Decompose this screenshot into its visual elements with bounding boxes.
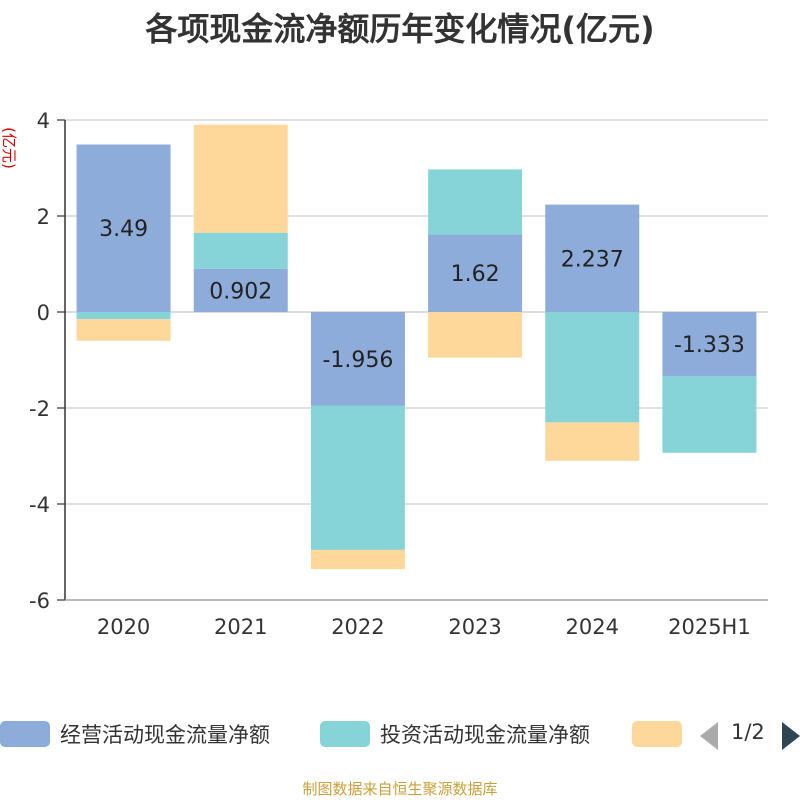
bar-series1-2023[interactable] [428, 169, 523, 235]
x-tick-label: 2021 [214, 615, 267, 639]
stacked-bar-chart: (亿元) 4 2 0 -2 -4 -6 2020 2021 2022 2023 2024 2025H1… [0, 109, 768, 639]
chart-title: 各项现金流净额历年变化情况(亿元) [145, 10, 655, 48]
bar-series0-2024[interactable] [545, 204, 640, 312]
bar-series0-2020[interactable] [76, 144, 171, 312]
y-tick-label: 0 [37, 301, 50, 325]
y-tick-label: -4 [29, 493, 50, 517]
bar-series2-2024[interactable] [545, 422, 640, 461]
x-tick-label: 2022 [331, 615, 384, 639]
bar-series1-2025H1[interactable] [662, 375, 757, 453]
bar-series2-2023[interactable] [428, 312, 523, 358]
legend-next-page-icon[interactable] [782, 722, 800, 750]
y-tick-label: -6 [29, 589, 50, 613]
legend-label-investing: 投资活动现金流量净额 [380, 723, 590, 747]
bar-data-label: 0.902 [209, 279, 272, 304]
bar-series1-2022[interactable] [310, 405, 405, 550]
chart-legend: 经营活动现金流量净额 投资活动现金流量净额 1/2 [0, 716, 800, 756]
y-tick-label: -2 [29, 397, 50, 421]
bar-data-label: 3.49 [99, 217, 148, 242]
bar-data-label: -1.956 [322, 348, 393, 373]
x-tick-label: 2023 [448, 615, 501, 639]
y-axis-unit-label: (亿元) [0, 127, 18, 169]
bar-series0-2023[interactable] [428, 234, 523, 312]
bar-series1-2024[interactable] [545, 312, 640, 423]
legend-swatch-financing [632, 721, 682, 747]
bar-series0-2025H1[interactable] [662, 312, 757, 376]
x-tick-label: 2024 [566, 615, 619, 639]
y-tick-label: 4 [37, 109, 50, 133]
bar-series0-2022[interactable] [310, 312, 405, 406]
y-tick-label: 2 [37, 205, 50, 229]
legend-label-operating: 经营活动现金流量净额 [60, 723, 270, 747]
bar-series2-2022[interactable] [310, 549, 405, 570]
bar-data-label: 2.237 [561, 247, 624, 272]
bar-series1-2021[interactable] [193, 232, 288, 269]
x-tick-label: 2020 [97, 615, 150, 639]
bar-series2-2021[interactable] [193, 124, 288, 233]
data-source-note: 制图数据来自恒生聚源数据库 [302, 780, 498, 798]
legend-page-indicator: 1/2 [731, 720, 765, 744]
legend-swatch-operating [0, 721, 50, 747]
legend-swatch-investing [320, 721, 370, 747]
legend-prev-page-icon[interactable] [700, 722, 718, 750]
bar-data-label: 1.62 [451, 262, 500, 287]
bar-series2-2020[interactable] [76, 319, 171, 341]
bar-data-label: -1.333 [674, 333, 745, 358]
bar-series0-2021[interactable] [193, 268, 288, 312]
bar-series1-2020[interactable] [76, 312, 171, 320]
x-tick-label: 2025H1 [668, 615, 751, 639]
